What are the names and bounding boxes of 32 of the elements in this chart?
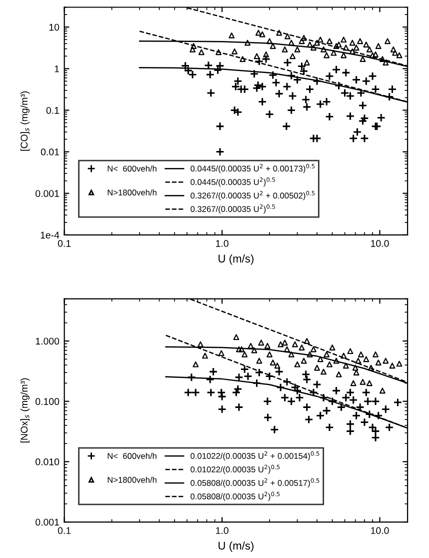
y-axis-title: [CO]$_{s}$ (mg/m³) xyxy=(20,91,30,151)
legend-label: N< 600veh/h xyxy=(108,452,156,459)
legend-label: 0.05808/(0.00035 U$^{2}$)$^{0.5}$ xyxy=(190,492,280,502)
x-axis-title: U (m/s) xyxy=(218,541,254,552)
y-tick-label: 0.100 xyxy=(36,398,60,405)
legend-label: 0.01022/(0.00035 U$^{2}$)$^{0.5}$ xyxy=(190,464,280,474)
x-tick-label: 0.1 xyxy=(58,240,71,247)
x-tick-label: 10.0 xyxy=(371,240,389,247)
y-tick-label: 10 xyxy=(49,24,60,31)
y-tick-label: 0.01 xyxy=(40,148,60,156)
x-axis-title: U (m/s) xyxy=(218,254,254,265)
y-axis-title: [NOx]$_{s}$ (mg/m³) xyxy=(20,378,30,442)
x-tick-label: 10.0 xyxy=(371,527,389,534)
y-tick-label: 0.1 xyxy=(46,106,60,114)
x-tick-label: 0.1 xyxy=(58,527,71,534)
x-tick-label: 1.0 xyxy=(216,240,228,247)
legend-label: 0.05808/(0.00035 U$^{2}$ + 0.00517)$^{0.5}$ xyxy=(190,478,320,488)
legend-label: 0.3267/(0.00035 U$^{2}$)$^{0.5}$ xyxy=(190,204,275,214)
legend-label: N>1800veh/h xyxy=(108,476,156,483)
y-tick-label: 1 xyxy=(54,65,60,72)
legend-label: N< 600veh/h xyxy=(108,165,156,172)
legend-label: N>1800veh/h xyxy=(108,189,156,196)
legend-label: 0.01022/(0.00035 U$^{2}$ + 0.00154)$^{0.5}$ xyxy=(190,451,320,461)
y-tick-label: 0.001 xyxy=(36,518,60,526)
legend-label: 0.3267/(0.00035 U$^{2}$ + 0.00502)$^{0.5}$ xyxy=(190,190,315,200)
y-tick-label: 0.010 xyxy=(36,458,60,466)
legend-label: 0.0445/(0.00035 U$^{2}$)$^{0.5}$ xyxy=(190,177,275,187)
y-tick-label: 1e-4 xyxy=(40,232,60,239)
y-tick-label: 1.000 xyxy=(36,338,60,345)
y-tick-label: 0.001 xyxy=(36,190,60,197)
legend-label: 0.0445/(0.00035 U$^{2}$ + 0.00173)$^{0.5}$ xyxy=(190,164,315,174)
x-tick-label: 1.0 xyxy=(216,527,228,534)
